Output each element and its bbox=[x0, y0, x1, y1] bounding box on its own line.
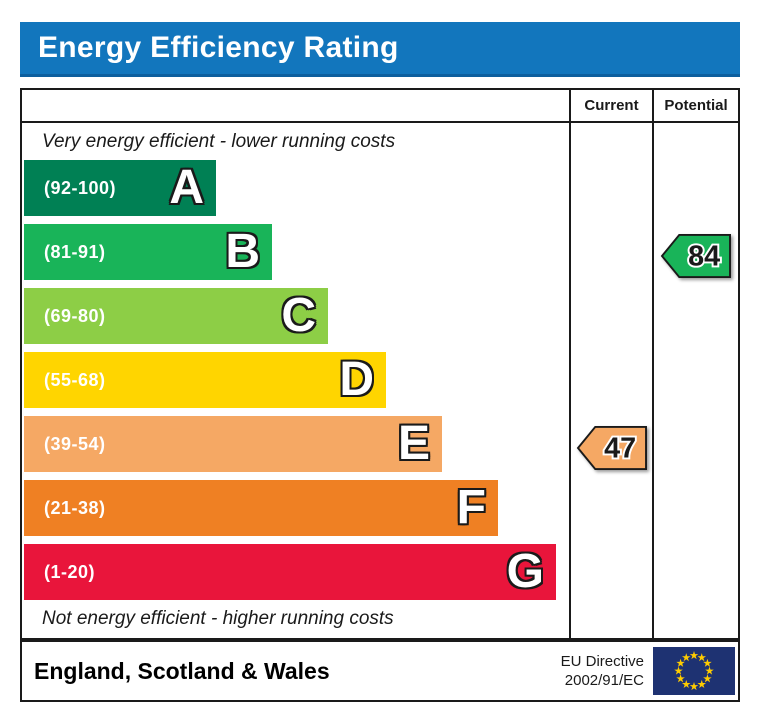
band-range-label-B: (81-91) bbox=[44, 241, 106, 262]
chart-body: Very energy efficient - lower running co… bbox=[22, 123, 738, 638]
band-range-label-A: (92-100) bbox=[44, 177, 117, 198]
band-row-A: (92-100) A bbox=[24, 160, 216, 216]
band-range-label-E: (39-54) bbox=[44, 433, 106, 454]
svg-text:84: 84 bbox=[688, 241, 720, 273]
bands-container: (92-100) A (81-91) B (69-80) C (55-68) D (39-54)… bbox=[22, 160, 569, 600]
energy-rating-chart: Current Potential Very energy efficient … bbox=[20, 88, 740, 640]
bands-area: Very energy efficient - lower running co… bbox=[22, 123, 569, 638]
potential-rating-arrow: 84 bbox=[660, 233, 732, 279]
band-letter-D: D bbox=[339, 353, 374, 406]
footer-bar: England, Scotland & Wales EU Directive 2… bbox=[20, 640, 740, 702]
page-title: Energy Efficiency Rating bbox=[38, 31, 399, 64]
band-range-label-C: (69-80) bbox=[44, 305, 106, 326]
potential-column: 84 bbox=[652, 123, 738, 638]
band-row-D: (55-68) D bbox=[24, 352, 386, 408]
band-letter-A: A bbox=[169, 161, 204, 214]
page-title-bar: Energy Efficiency Rating bbox=[20, 22, 740, 77]
chart-header-spacer bbox=[22, 90, 569, 121]
eu-flag-icon bbox=[653, 647, 735, 695]
band-letter-G: G bbox=[506, 545, 544, 598]
band-row-B: (81-91) B bbox=[24, 224, 272, 280]
band-row-E: (39-54) E bbox=[24, 416, 442, 472]
eu-directive-line2: 2002/91/EC bbox=[564, 672, 644, 689]
band-letter-F: F bbox=[456, 481, 486, 534]
band-range-label-G: (1-20) bbox=[44, 561, 96, 582]
chart-header-row: Current Potential bbox=[22, 90, 738, 123]
current-column: 47 bbox=[569, 123, 652, 638]
caption-not-efficient: Not energy efficient - higher running co… bbox=[42, 608, 394, 629]
band-row-G: (1-20) G bbox=[24, 544, 556, 600]
column-header-current: Current bbox=[569, 90, 652, 121]
current-rating-arrow: 47 bbox=[576, 425, 648, 471]
caption-very-efficient: Very energy efficient - lower running co… bbox=[42, 130, 396, 152]
band-row-C: (69-80) C bbox=[24, 288, 328, 344]
band-range-label-D: (55-68) bbox=[44, 369, 106, 390]
band-letter-C: C bbox=[281, 289, 316, 342]
region-label: England, Scotland & Wales bbox=[34, 657, 330, 684]
eu-directive-label: EU Directive 2002/91/EC bbox=[561, 652, 644, 691]
svg-text:47: 47 bbox=[604, 433, 636, 465]
column-header-potential: Potential bbox=[652, 90, 738, 121]
band-letter-B: B bbox=[225, 225, 260, 278]
band-range-label-F: (21-38) bbox=[44, 497, 106, 518]
band-row-F: (21-38) F bbox=[24, 480, 498, 536]
eu-directive-line1: EU Directive bbox=[560, 652, 644, 670]
band-letter-E: E bbox=[397, 417, 430, 470]
